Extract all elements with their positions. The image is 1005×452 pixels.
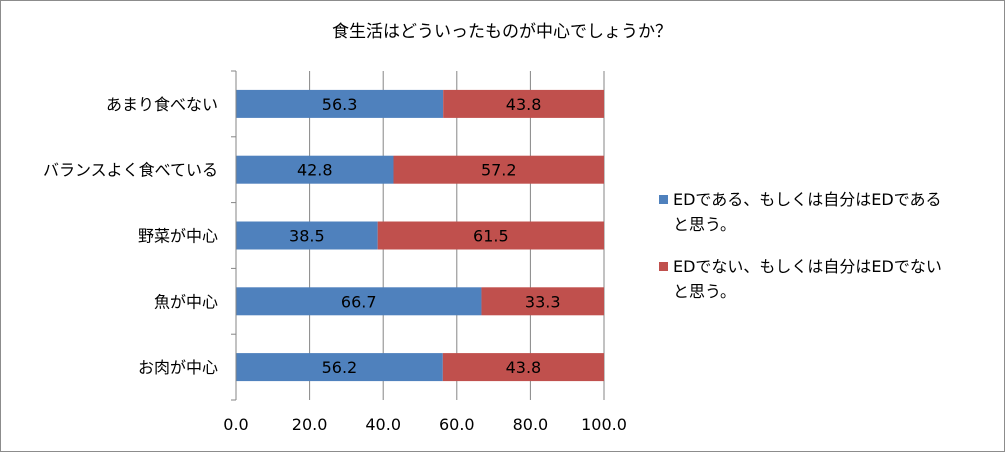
category-label: 野菜が中心 xyxy=(138,227,218,246)
data-label: 38.5 xyxy=(289,227,325,246)
bar-segment xyxy=(377,221,604,250)
x-tick-label: 60.0 xyxy=(439,415,475,434)
category-label: お肉が中心 xyxy=(138,358,218,377)
bar-segment xyxy=(236,353,443,382)
bars: 56.3 43.8 42.8 57.2 38.5 61.5 66.7 33.3 56.2 43.8 xyxy=(236,89,604,382)
legend-label: EDである、もしくは自分はEDである xyxy=(673,190,942,209)
bar-segment xyxy=(393,155,604,184)
x-tick-label: 100.0 xyxy=(581,415,627,434)
data-label: 43.8 xyxy=(506,95,542,114)
x-tick-label: 0.0 xyxy=(223,415,248,434)
legend-label: と思う。 xyxy=(673,215,736,234)
data-label: 57.2 xyxy=(481,161,517,180)
x-tick-label: 20.0 xyxy=(292,415,328,434)
x-tick-label: 80.0 xyxy=(513,415,549,434)
category-label: 魚が中心 xyxy=(154,292,218,311)
data-label: 33.3 xyxy=(525,292,561,311)
bar-segment xyxy=(236,221,378,250)
x-tick-label: 40.0 xyxy=(365,415,401,434)
data-label: 61.5 xyxy=(473,227,509,246)
data-label: 66.7 xyxy=(341,292,377,311)
bar-segment xyxy=(442,353,604,382)
bar-segment xyxy=(236,89,444,118)
category-label: バランスよく食べている xyxy=(43,161,218,180)
data-label: 56.3 xyxy=(322,95,358,114)
legend-swatch xyxy=(659,195,668,204)
data-label: 42.8 xyxy=(297,161,333,180)
legend-label: と思う。 xyxy=(673,282,736,301)
data-label: 56.2 xyxy=(322,358,358,377)
data-label: 43.8 xyxy=(506,358,542,377)
bar-segment xyxy=(481,287,604,316)
bar-segment xyxy=(236,287,482,316)
category-label: あまり食べない xyxy=(106,95,218,114)
axes: 0.0 20.0 40.0 60.0 80.0 100.0 あまり食べないバランスよく食べて… xyxy=(43,70,627,434)
bar-segment xyxy=(236,155,394,184)
bar-segment xyxy=(443,89,604,118)
legend-label: EDでない、もしくは自分はEDでない xyxy=(673,257,942,276)
legend-swatch xyxy=(659,262,668,271)
chart-title: 食生活はどういったものが中心でしょうか？ xyxy=(332,22,672,42)
